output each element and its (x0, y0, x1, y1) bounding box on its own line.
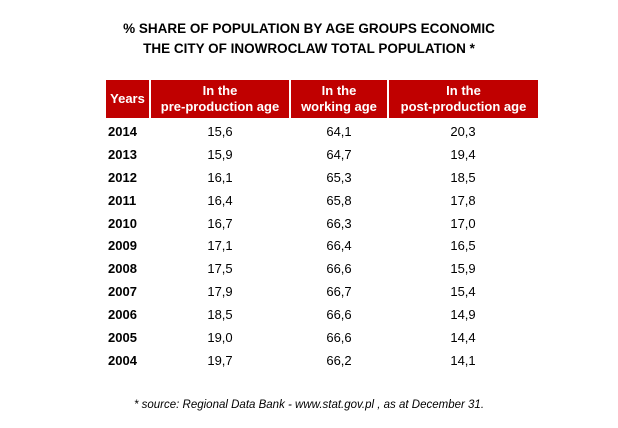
header-work-line-1: In the (321, 83, 357, 98)
source-note: * source: Regional Data Bank - www.stat.… (133, 399, 485, 411)
post-cell: 17,8 (450, 192, 476, 208)
year-cell: 2012 (108, 169, 137, 185)
header-pre-line-1: In the (202, 83, 238, 98)
year-cell: 2014 (108, 123, 137, 139)
post-cell: 18,5 (450, 169, 476, 185)
table-row: 2004 19,7 66,2 14,1 (106, 349, 538, 372)
table-row: 2013 15,9 64,7 19,4 (106, 143, 538, 166)
table-row: 2006 18,5 66,6 14,9 (106, 303, 538, 326)
post-cell: 17,0 (450, 215, 476, 231)
post-cell: 20,3 (450, 123, 476, 139)
post-cell: 14,1 (450, 352, 476, 368)
work-cell: 66,6 (326, 307, 352, 323)
header-years: Years (106, 80, 150, 118)
table-row: 2009 17,1 66,4 16,5 (106, 234, 538, 257)
pre-cell: 16,1 (207, 169, 233, 185)
work-cell: 65,8 (326, 192, 352, 208)
year-cell: 2010 (108, 215, 137, 231)
table-row: 2011 16,4 65,8 17,8 (106, 189, 538, 212)
pre-cell: 17,1 (207, 238, 233, 254)
pre-cell: 15,6 (207, 123, 233, 139)
pre-cell: 16,7 (207, 215, 233, 231)
table-row: 2007 17,9 66,7 15,4 (106, 280, 538, 303)
post-cell: 19,4 (450, 146, 476, 162)
pre-cell: 18,5 (207, 307, 233, 323)
pre-cell: 19,0 (207, 329, 233, 345)
header-post-line-1: In the (446, 83, 481, 98)
population-table: Years In the pre-production age In the w… (106, 80, 538, 372)
table-row: 2012 16,1 65,3 18,5 (106, 166, 538, 189)
year-cell: 2005 (108, 329, 137, 345)
header-work-line-2: working age (301, 99, 377, 114)
header-row: Years In the pre-production age In the w… (106, 80, 538, 118)
header-pre-line-2: pre-production age (160, 99, 280, 114)
work-cell: 66,4 (326, 238, 352, 254)
year-cell: 2006 (108, 307, 137, 323)
work-cell: 65,3 (326, 169, 352, 185)
pre-cell: 17,5 (207, 261, 233, 277)
year-cell: 2008 (108, 261, 137, 277)
pre-cell: 19,7 (207, 352, 233, 368)
work-cell: 66,3 (326, 215, 352, 231)
post-cell: 15,4 (450, 284, 476, 300)
title-line-2: THE CITY OF INOWROCLAW TOTAL POPULATION … (143, 41, 475, 56)
table-row: 2008 17,5 66,6 15,9 (106, 257, 538, 280)
work-cell: 64,7 (326, 146, 352, 162)
year-cell: 2013 (108, 146, 137, 162)
work-cell: 64,1 (326, 123, 352, 139)
work-cell: 66,6 (326, 329, 352, 345)
header-pre-production: In the pre-production age (149, 80, 290, 118)
title-line-1: % SHARE OF POPULATION BY AGE GROUPS ECON… (123, 21, 495, 36)
header-post-production: In the post-production age (387, 80, 538, 118)
table-row: 2010 16,7 66,3 17,0 (106, 212, 538, 235)
post-cell: 16,5 (450, 238, 476, 254)
year-cell: 2009 (108, 238, 137, 254)
work-cell: 66,6 (326, 261, 352, 277)
table-row: 2014 15,6 64,1 20,3 (106, 118, 538, 143)
pre-cell: 15,9 (207, 146, 233, 162)
year-cell: 2004 (108, 352, 137, 368)
post-cell: 14,9 (450, 307, 476, 323)
post-cell: 14,4 (450, 329, 476, 345)
post-cell: 15,9 (450, 261, 476, 277)
pre-cell: 16,4 (207, 192, 233, 208)
header-working: In the working age (289, 80, 388, 118)
header-post-line-2: post-production age (400, 99, 527, 114)
year-cell: 2011 (108, 192, 137, 208)
table-row: 2005 19,0 66,6 14,4 (106, 326, 538, 349)
pre-cell: 17,9 (207, 284, 233, 300)
work-cell: 66,2 (326, 352, 352, 368)
year-cell: 2007 (108, 284, 137, 300)
work-cell: 66,7 (326, 284, 352, 300)
